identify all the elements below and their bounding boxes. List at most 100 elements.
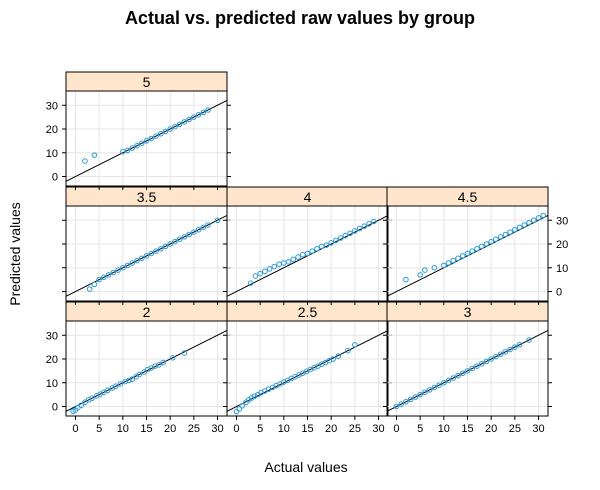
data-point [512,226,518,233]
data-point [153,248,159,254]
reference-line [387,330,548,412]
data-point [412,394,419,400]
panel-2-5: 2.5 0 5 10 15 20 25 30 [223,301,392,435]
data-point [195,226,202,233]
data-point [431,264,438,271]
data-point [445,260,452,266]
x-tick-label: 5 [96,423,102,435]
data-point [469,365,476,372]
strip-header [386,186,549,207]
data-point [366,221,372,227]
data-point [157,245,164,252]
data-point [124,262,131,269]
data-point [344,347,351,354]
y-tick-label: 10 [556,263,568,275]
data-point [169,355,176,361]
data-point [143,253,150,259]
data-point [526,337,532,343]
data-point [299,251,306,258]
x-tick-label: 30 [532,423,544,435]
data-point [507,346,513,353]
x-tick-label: 30 [372,423,384,435]
data-point [156,362,162,368]
strip-label: 3.5 [137,189,157,205]
x-tick-label: 25 [349,423,361,435]
data-point [115,267,121,273]
x-tick-label: 0 [72,423,78,435]
data-point [417,272,423,278]
data-point [352,341,358,348]
y-tick-label: 0 [556,287,562,299]
data-point [516,341,523,348]
x-tick-label: 10 [438,423,450,435]
strip-label: 2 [143,304,151,320]
data-point [488,238,494,245]
data-point [136,371,143,378]
x-tick-label: 15 [140,423,152,435]
data-point [172,238,178,245]
x-tick-label: 0 [393,423,399,435]
data-point [502,231,509,238]
data-point [403,276,409,283]
reference-line-group [66,100,227,182]
data-point [120,264,126,271]
x-tick-label: 25 [188,423,200,435]
data-point [469,248,476,254]
strip-label: 2.5 [298,304,318,320]
data-point [502,349,509,355]
data-point [252,273,259,279]
data-point [205,222,211,228]
data-point [478,243,485,250]
y-tick-label: 20 [46,124,58,136]
y-tick-label: 30 [46,100,58,112]
data-point [347,230,353,237]
data-point [459,370,466,377]
x-tick-label: 20 [325,423,337,435]
data-point [422,267,428,273]
data-point [352,228,358,234]
data-point [337,235,344,241]
data-point [186,116,192,123]
data-point [148,135,155,142]
data-point [105,272,112,278]
data-point [436,382,442,388]
data-point [507,229,513,235]
data-point [162,128,169,135]
data-point [304,250,311,257]
data-point [516,224,523,231]
data-point [398,401,405,407]
data-point [176,121,183,128]
data-point [478,360,485,367]
data-point [459,253,466,259]
data-point [181,119,188,125]
data-point [157,130,164,137]
strip-label: 5 [143,74,151,90]
x-tick-label: 30 [211,423,223,435]
data-point [186,231,192,238]
data-point [143,138,150,144]
x-tick-label: 20 [485,423,497,435]
chart-title: Actual vs. predicted raw values by group [125,8,475,28]
x-tick-label: 0 [233,423,239,435]
data-point [160,359,166,366]
data-point [445,377,452,384]
data-point [96,276,102,283]
data-point [330,356,336,362]
data-point [530,217,537,224]
data-point [167,241,173,247]
data-point [441,379,447,386]
data-point [214,217,221,224]
data-point [276,261,282,267]
x-axis-label: Actual values [264,459,347,475]
data-point [328,240,334,246]
data-point [129,260,136,266]
x-tick-label: 20 [164,423,176,435]
data-point [441,262,447,269]
data-point [464,368,471,374]
data-point [86,286,93,292]
data-point [455,372,461,379]
data-point [290,256,297,263]
data-point [129,145,136,151]
